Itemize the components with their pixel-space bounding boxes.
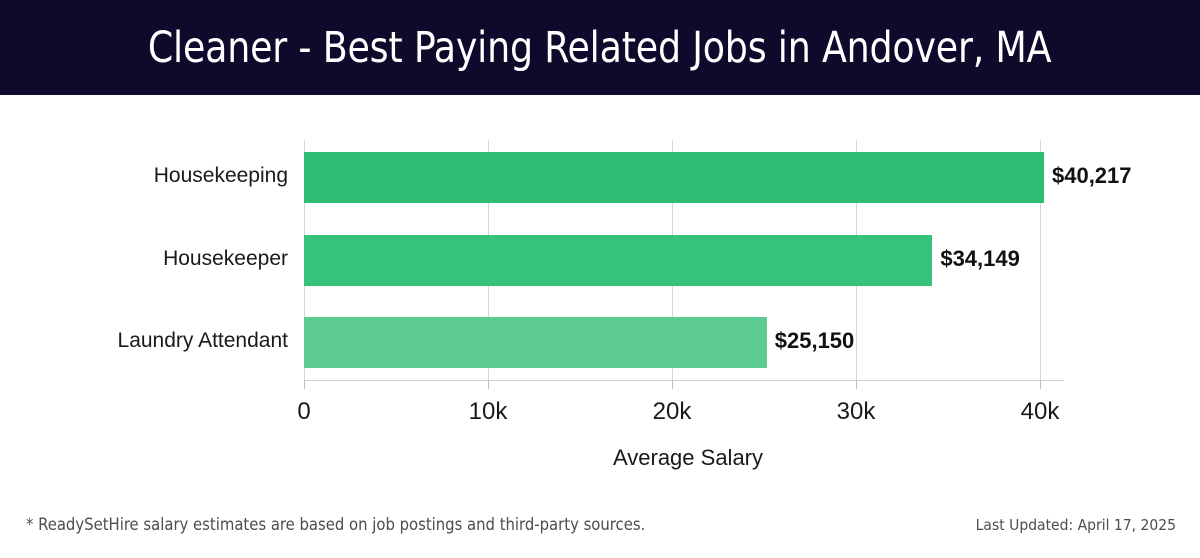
x-tick-label: 0	[297, 398, 311, 425]
bar[interactable]	[304, 235, 933, 286]
bar[interactable]	[304, 317, 767, 368]
gridline	[1040, 140, 1041, 380]
x-tick-mark	[1040, 380, 1041, 389]
chart-footer: * ReadySetHire salary estimates are base…	[0, 505, 1200, 558]
x-axis-title: Average Salary	[0, 445, 1200, 471]
chart-body: Housekeeping $40,217 Housekeeper $34,149 Lau…	[0, 95, 1200, 495]
category-label: Housekeeping	[153, 163, 288, 187]
x-tick-mark	[856, 380, 857, 389]
bar[interactable]	[304, 152, 1044, 203]
page-title: Cleaner - Best Paying Related Jobs in An…	[148, 22, 1052, 73]
bar-value-label: $40,217	[1051, 162, 1132, 188]
bar-value-label: $34,149	[940, 245, 1020, 271]
x-tick-mark	[672, 380, 673, 389]
chart-header: Cleaner - Best Paying Related Jobs in An…	[0, 0, 1200, 95]
x-axis-title-label: Average Salary	[612, 445, 763, 470]
category-label: Housekeeper	[163, 246, 288, 270]
x-tick-label: 20k	[652, 398, 692, 425]
x-tick-label: 30k	[836, 398, 876, 425]
x-tick-mark	[488, 380, 489, 389]
x-axis-line	[304, 380, 1064, 381]
x-tick-label: 10k	[468, 398, 508, 425]
footer-last-updated: Last Updated: April 17, 2025	[975, 516, 1176, 534]
x-tick-label: 40k	[1020, 398, 1060, 425]
x-tick-mark	[304, 380, 305, 389]
footer-disclaimer: * ReadySetHire salary estimates are base…	[26, 515, 646, 534]
category-label: Laundry Attendant	[117, 328, 288, 352]
bar-value-label: $25,150	[774, 327, 855, 353]
